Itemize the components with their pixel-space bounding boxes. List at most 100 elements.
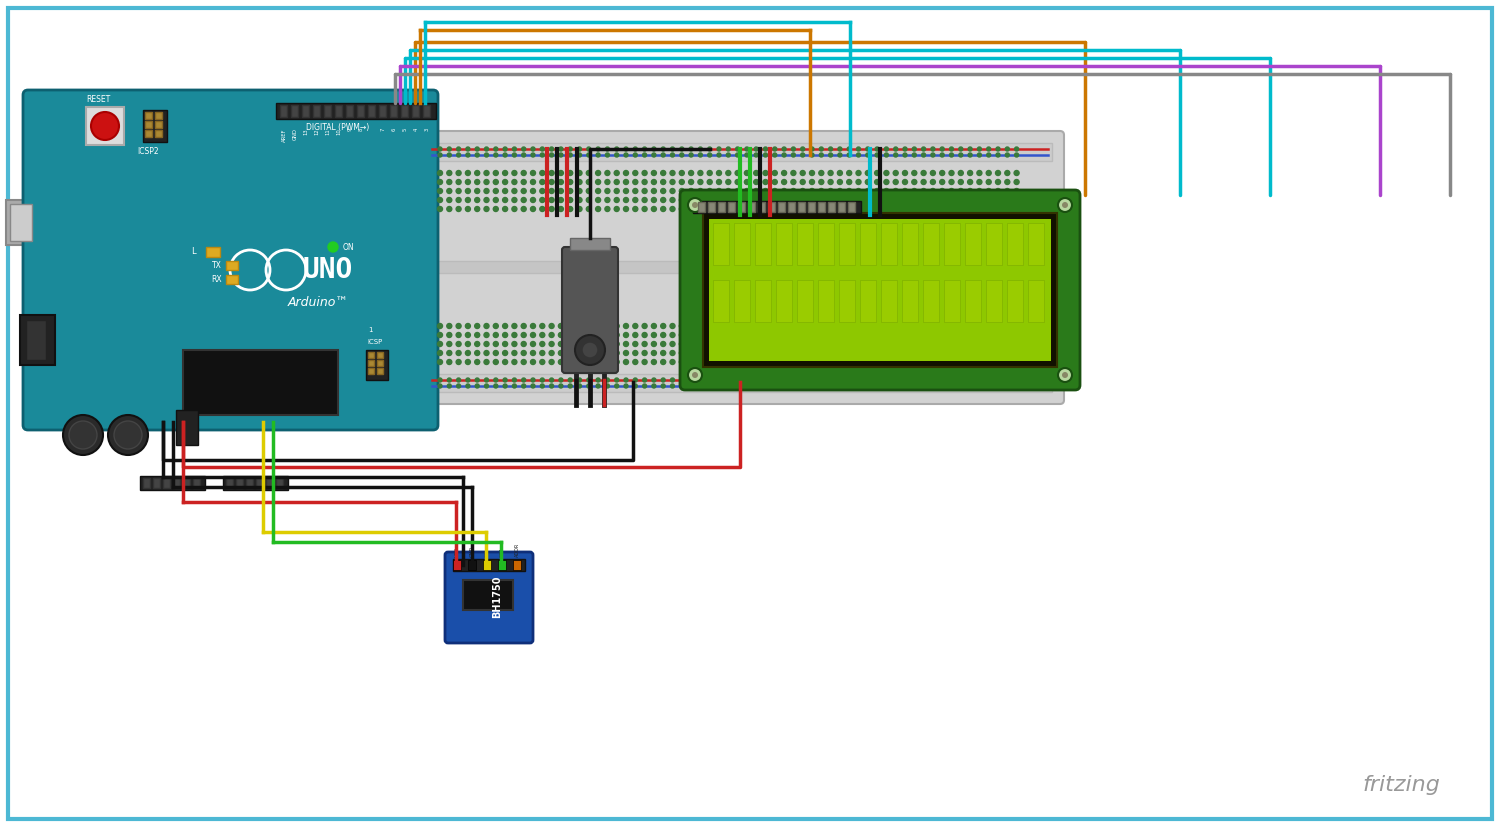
Circle shape [633,323,638,328]
Circle shape [680,332,684,337]
Circle shape [892,360,898,365]
Circle shape [754,378,758,382]
Circle shape [604,332,610,337]
Circle shape [754,153,758,157]
Circle shape [939,179,945,184]
Circle shape [642,147,646,151]
Circle shape [503,153,507,157]
Circle shape [558,342,564,347]
Circle shape [699,153,702,157]
Circle shape [912,198,916,203]
Circle shape [790,170,796,175]
Circle shape [790,342,796,347]
Circle shape [968,207,972,212]
Circle shape [680,147,684,151]
Bar [20,315,56,365]
Bar [818,280,834,322]
Circle shape [586,360,591,365]
Bar [453,559,525,571]
Circle shape [939,323,945,328]
Circle shape [688,207,693,212]
Circle shape [735,153,740,157]
Circle shape [494,342,498,347]
Circle shape [680,378,684,382]
Circle shape [698,332,703,337]
Circle shape [865,323,870,328]
Circle shape [670,384,675,388]
Circle shape [939,207,945,212]
Circle shape [447,342,452,347]
Circle shape [996,360,1000,365]
Circle shape [520,189,526,194]
Circle shape [549,384,554,388]
Circle shape [503,360,507,365]
Circle shape [456,179,460,184]
Circle shape [1062,372,1068,378]
Circle shape [856,378,861,382]
Circle shape [810,170,814,175]
Circle shape [986,170,992,175]
Bar [839,223,855,265]
Circle shape [465,360,471,365]
Circle shape [856,147,861,151]
Circle shape [680,179,684,184]
Circle shape [688,342,693,347]
Text: GND: GND [292,128,297,140]
Circle shape [578,207,582,212]
Circle shape [884,323,890,328]
Bar [266,478,273,488]
Circle shape [800,198,806,203]
Circle shape [484,207,489,212]
Circle shape [932,153,934,157]
Circle shape [670,170,675,175]
Circle shape [1005,207,1010,212]
Circle shape [819,342,824,347]
Circle shape [839,384,842,388]
Text: TX: TX [211,261,222,270]
Circle shape [624,323,628,328]
Circle shape [522,153,525,157]
Bar [146,130,152,137]
Circle shape [903,323,908,328]
Bar [380,105,386,117]
Circle shape [494,384,498,388]
Circle shape [660,198,666,203]
Circle shape [847,384,850,388]
Circle shape [582,342,598,358]
Bar [413,105,419,117]
Circle shape [819,360,824,365]
Circle shape [670,342,675,347]
Circle shape [596,198,600,203]
Circle shape [828,323,833,328]
Circle shape [670,198,675,203]
Circle shape [670,179,675,184]
Circle shape [950,189,954,194]
Bar [698,202,705,212]
Circle shape [1014,351,1019,356]
Bar [164,478,170,488]
Circle shape [735,170,740,175]
Circle shape [968,384,972,388]
Text: 5: 5 [402,128,408,131]
Circle shape [950,378,954,382]
Circle shape [642,378,646,382]
Circle shape [688,170,693,175]
Circle shape [494,147,498,151]
Circle shape [456,153,460,157]
Circle shape [662,153,664,157]
Circle shape [772,323,777,328]
Circle shape [642,323,646,328]
Circle shape [522,147,525,151]
Bar [754,223,771,265]
Text: IOREF: IOREF [144,492,148,506]
Circle shape [912,147,916,151]
Circle shape [688,198,702,212]
Circle shape [484,170,489,175]
Circle shape [892,179,898,184]
Circle shape [596,170,600,175]
Circle shape [540,378,544,382]
Circle shape [726,147,730,151]
Circle shape [986,351,992,356]
Circle shape [874,147,879,151]
Circle shape [633,153,638,157]
